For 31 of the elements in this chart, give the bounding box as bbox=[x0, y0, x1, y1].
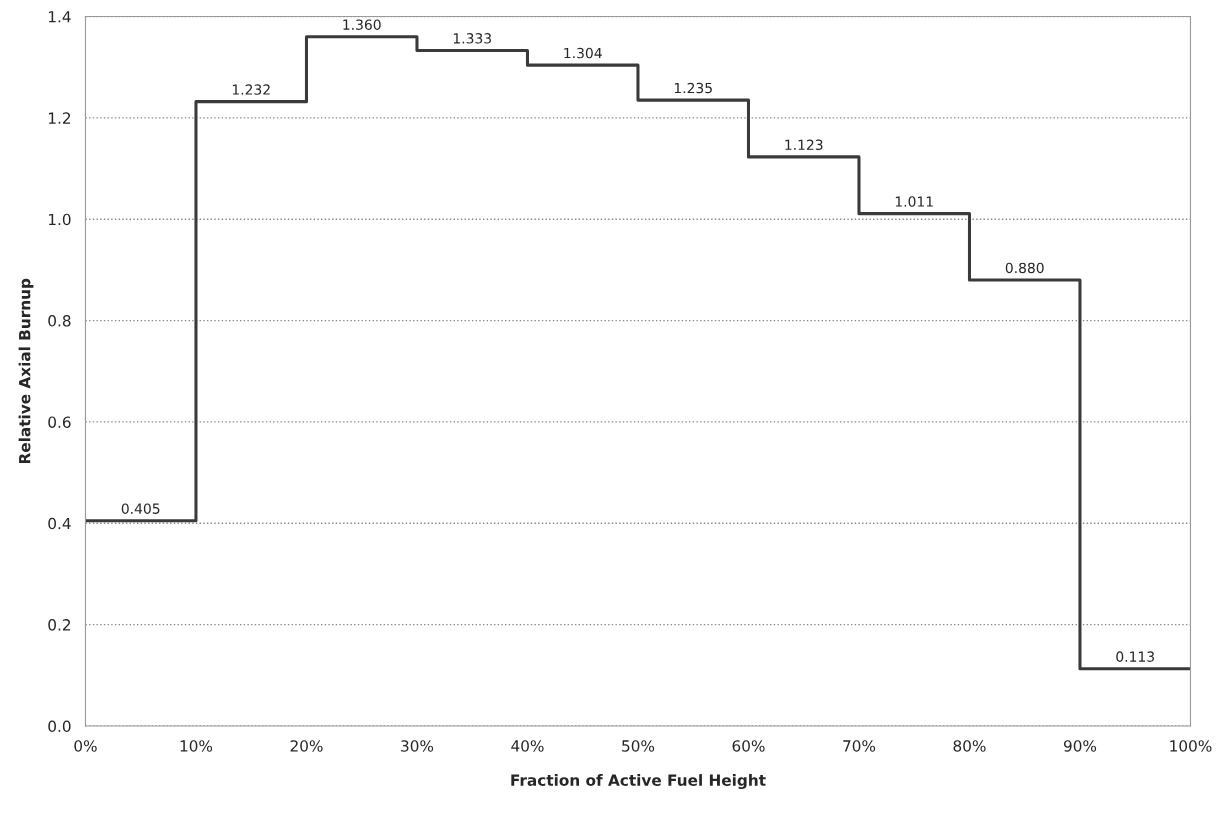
y-tick-label: 1.4 bbox=[48, 11, 71, 23]
x-axis-title: Fraction of Active Fuel Height bbox=[511, 774, 766, 790]
y-tick-label: 0.6 bbox=[48, 416, 71, 428]
x-tick-label: 30% bbox=[401, 740, 434, 752]
x-tick-label: 60% bbox=[732, 740, 765, 752]
x-tick-label: 80% bbox=[953, 740, 986, 752]
data-label: 1.360 bbox=[343, 19, 381, 30]
y-tick-label: 1.0 bbox=[48, 213, 71, 226]
data-label: 1.235 bbox=[674, 82, 712, 94]
x-tick-label: 10% bbox=[180, 740, 213, 752]
data-label: 0.880 bbox=[1005, 262, 1044, 274]
y-tick-label: 0.8 bbox=[48, 315, 71, 327]
data-label: 0.405 bbox=[121, 503, 160, 514]
x-tick-label: 20% bbox=[290, 740, 323, 752]
y-tick-label: 1.2 bbox=[48, 112, 71, 124]
data-label: 0.113 bbox=[1116, 651, 1154, 662]
data-label: 1.304 bbox=[564, 47, 602, 59]
x-tick-label: 0% bbox=[74, 740, 97, 752]
x-tick-label: 70% bbox=[843, 740, 876, 752]
x-tick-label: 40% bbox=[511, 740, 544, 752]
y-tick-label: 0.2 bbox=[48, 619, 71, 631]
data-label: 1.123 bbox=[785, 139, 823, 151]
y-tick-label: 0.4 bbox=[48, 517, 71, 530]
x-tick-label: 90% bbox=[1063, 740, 1097, 752]
y-tick-label: 0.0 bbox=[48, 720, 71, 733]
data-label: 1.011 bbox=[895, 196, 933, 207]
x-tick-label: 100% bbox=[1170, 740, 1212, 752]
x-tick-label: 50% bbox=[622, 740, 655, 752]
y-axis-title: Relative Axial Burnup bbox=[18, 278, 34, 464]
data-label: 1.232 bbox=[232, 84, 270, 95]
data-label: 1.333 bbox=[453, 33, 491, 44]
